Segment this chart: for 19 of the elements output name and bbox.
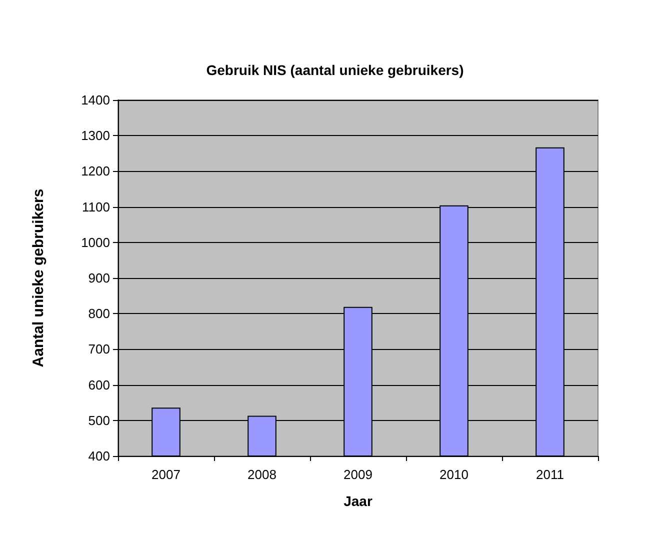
y-axis-title: Aantal unieke gebruikers [30,188,47,368]
y-tick-label: 500 [88,412,110,428]
y-tick-label: 700 [88,342,110,357]
x-tick-label: 2009 [344,467,372,482]
y-tick-label: 400 [88,448,110,464]
y-tick-label: 1100 [82,199,110,214]
y-tick-label: 800 [88,306,110,322]
y-tick-label: 1300 [81,128,110,144]
y-tick-label: 1000 [81,234,110,250]
x-tick-label: 2011 [536,467,564,482]
y-tick-label: 900 [88,270,110,286]
y-tick-label: 1400 [81,92,110,108]
x-tick-label: 2008 [248,467,276,482]
x-axis-title: Jaar [344,493,373,509]
x-tick-label: 2007 [152,467,180,482]
chart-title: Gebruik NIS (aantal unieke gebruikers) [206,62,464,78]
y-tick-label: 1200 [81,164,110,179]
x-tick-label: 2010 [440,467,468,482]
y-tick-label: 600 [88,377,110,392]
